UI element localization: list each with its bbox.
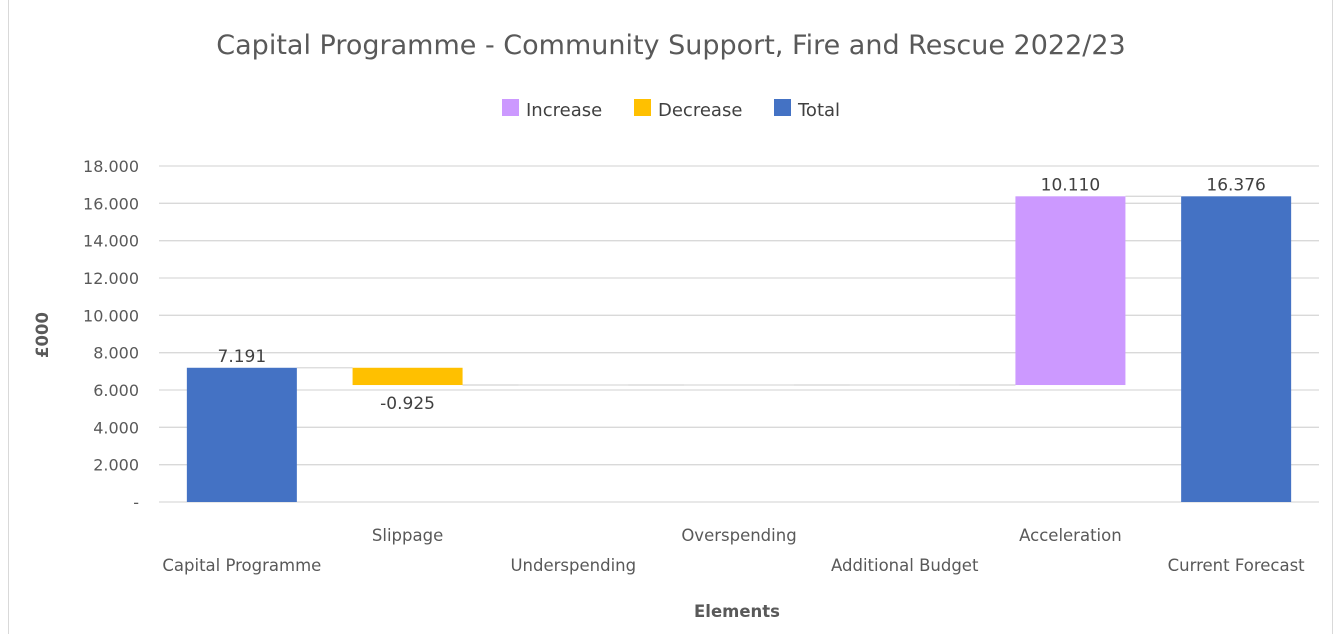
y-tick-label: 2.000 — [93, 456, 139, 475]
y-tick-label: 18.000 — [83, 157, 139, 176]
legend-swatch-increase — [502, 99, 519, 116]
bar-acceleration — [1015, 196, 1126, 386]
legend-swatch-total — [774, 99, 791, 116]
x-tick-label: Current Forecast — [1168, 556, 1306, 575]
waterfall-chart: Capital Programme - Community Support, F… — [33, 30, 1319, 621]
x-tick-label: Capital Programme — [162, 556, 321, 575]
x-tick-label: Slippage — [372, 526, 443, 545]
bar-slippage — [352, 367, 463, 386]
chart-frame: Capital Programme - Community Support, F… — [8, 0, 1333, 634]
y-tick-label: 8.000 — [93, 344, 139, 363]
x-axis-categories: Capital Programme Slippage Underspending Ov… — [162, 526, 1305, 575]
y-tick-label: 6.000 — [93, 381, 139, 400]
gridlines — [159, 165, 1319, 503]
y-axis-title: £000 — [33, 312, 52, 358]
data-labels: 7.191 -0.925 10.110 16.376 — [218, 175, 1266, 414]
x-tick-label: Acceleration — [1019, 526, 1122, 545]
chart-title: Capital Programme - Community Support, F… — [216, 30, 1125, 61]
legend-label-increase: Increase — [526, 100, 602, 121]
y-tick-label: 12.000 — [83, 269, 139, 288]
y-tick-label: 4.000 — [93, 418, 139, 437]
x-axis-title: Elements — [694, 602, 780, 621]
x-tick-label: Additional Budget — [831, 556, 979, 575]
x-tick-label: Overspending — [681, 526, 796, 545]
y-tick-label: 16.000 — [83, 194, 139, 213]
y-tick-label: 10.000 — [83, 306, 139, 325]
data-label: 10.110 — [1041, 175, 1100, 195]
connector-lines — [296, 195, 1182, 386]
bar-capital-programme — [186, 367, 297, 502]
legend-swatch-decrease — [634, 99, 651, 116]
bars — [186, 196, 1292, 502]
legend: Increase Decrease Total — [502, 99, 840, 121]
data-label: -0.925 — [380, 394, 435, 414]
bar-current-forecast — [1181, 196, 1292, 502]
y-tick-label: - — [133, 493, 139, 512]
data-label: 16.376 — [1206, 175, 1265, 195]
x-tick-label: Underspending — [510, 556, 636, 575]
y-axis-ticks: - 2.000 4.000 6.000 8.000 10.000 12.000 14.000 1… — [83, 157, 139, 512]
y-tick-label: 14.000 — [83, 232, 139, 251]
data-label: 7.191 — [218, 347, 267, 367]
legend-label-total: Total — [797, 100, 840, 121]
legend-label-decrease: Decrease — [658, 100, 742, 121]
